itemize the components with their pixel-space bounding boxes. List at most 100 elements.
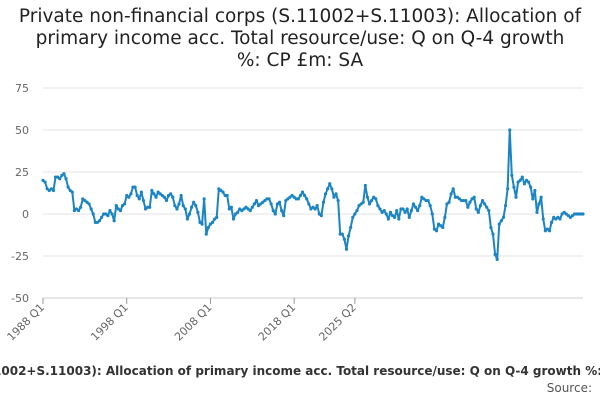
data-point <box>495 257 499 261</box>
chart-title-line-2: primary income acc. Total resource/use: … <box>35 28 565 49</box>
data-point <box>250 205 254 209</box>
data-point <box>133 185 137 189</box>
data-point <box>443 215 447 219</box>
data-point <box>296 197 300 201</box>
data-point <box>252 202 256 206</box>
data-point <box>531 197 535 201</box>
data-point <box>499 219 503 223</box>
data-point <box>370 198 374 203</box>
data-point <box>367 202 372 206</box>
data-point <box>114 204 118 208</box>
data-point <box>141 198 146 203</box>
data-point <box>361 200 365 204</box>
data-point <box>271 209 275 213</box>
data-point <box>221 190 225 194</box>
data-point <box>43 180 47 184</box>
data-point <box>512 185 516 189</box>
data-point <box>139 190 143 194</box>
data-point <box>430 212 434 216</box>
data-point <box>305 197 309 201</box>
data-point <box>355 209 359 213</box>
y-tick-label: 25 <box>15 166 29 179</box>
data-point <box>202 197 206 201</box>
data-point <box>547 229 552 233</box>
data-point <box>472 195 476 199</box>
chart-title-line-1: Private non-financial corps (S.11002+S.1… <box>18 6 582 27</box>
data-point <box>416 209 420 213</box>
data-point <box>478 204 483 208</box>
data-point <box>330 187 334 191</box>
data-point <box>386 217 390 221</box>
data-point <box>451 187 455 191</box>
data-point <box>407 215 411 219</box>
data-point <box>508 128 512 132</box>
data-point <box>108 209 112 213</box>
data-point <box>162 195 166 199</box>
data-point <box>464 198 468 203</box>
y-tick-label: 0 <box>22 208 29 221</box>
data-point <box>79 205 83 209</box>
chart-title-line-3: %: CP £m: SA <box>236 50 364 71</box>
data-point <box>401 207 405 211</box>
data-point <box>506 187 510 191</box>
x-tick-label: 2008 Q1 <box>172 301 215 344</box>
data-point <box>210 220 215 224</box>
data-point <box>187 212 192 216</box>
data-point <box>152 192 156 196</box>
data-point <box>483 202 487 206</box>
data-point <box>110 212 114 216</box>
data-point <box>100 215 104 219</box>
data-point <box>497 222 501 226</box>
data-point <box>418 204 422 208</box>
data-point <box>129 192 133 196</box>
data-point <box>248 209 252 213</box>
data-point <box>378 207 382 211</box>
data-point <box>267 197 271 201</box>
data-point <box>403 210 407 214</box>
data-point <box>169 192 173 196</box>
data-point <box>112 219 116 223</box>
data-point <box>344 247 349 251</box>
x-tick-label: 1998 Q1 <box>88 301 131 344</box>
data-point <box>313 207 317 211</box>
data-point <box>123 202 127 206</box>
y-tick-label: 75 <box>15 82 29 95</box>
data-point <box>581 212 585 216</box>
data-point <box>550 220 554 224</box>
data-point <box>154 195 158 199</box>
data-point <box>480 198 485 203</box>
data-point <box>336 198 340 203</box>
data-point <box>321 200 326 204</box>
data-point <box>58 177 62 181</box>
data-point <box>137 197 141 201</box>
data-point <box>503 204 508 208</box>
data-point <box>190 205 194 209</box>
data-point <box>409 209 413 213</box>
data-point <box>520 175 524 179</box>
data-point <box>91 212 95 216</box>
data-point <box>183 207 187 211</box>
data-point <box>491 232 495 236</box>
data-point <box>489 225 493 230</box>
data-point <box>353 212 357 216</box>
data-point <box>225 193 229 198</box>
data-point <box>476 210 480 214</box>
data-point <box>449 192 453 196</box>
data-point <box>254 198 259 203</box>
data-point <box>150 188 154 193</box>
data-point <box>303 193 307 198</box>
data-point <box>307 202 311 206</box>
data-point <box>194 204 198 208</box>
data-point <box>384 212 388 216</box>
data-point <box>282 214 286 218</box>
data-point <box>175 207 179 211</box>
data-point <box>206 225 210 230</box>
data-point <box>326 187 330 191</box>
data-point <box>535 210 539 214</box>
data-point <box>51 188 56 193</box>
data-point <box>487 209 491 213</box>
chart-title: Private non-financial corps (S.11002+S.1… <box>0 6 600 72</box>
data-point <box>474 207 478 211</box>
data-point <box>541 217 545 221</box>
